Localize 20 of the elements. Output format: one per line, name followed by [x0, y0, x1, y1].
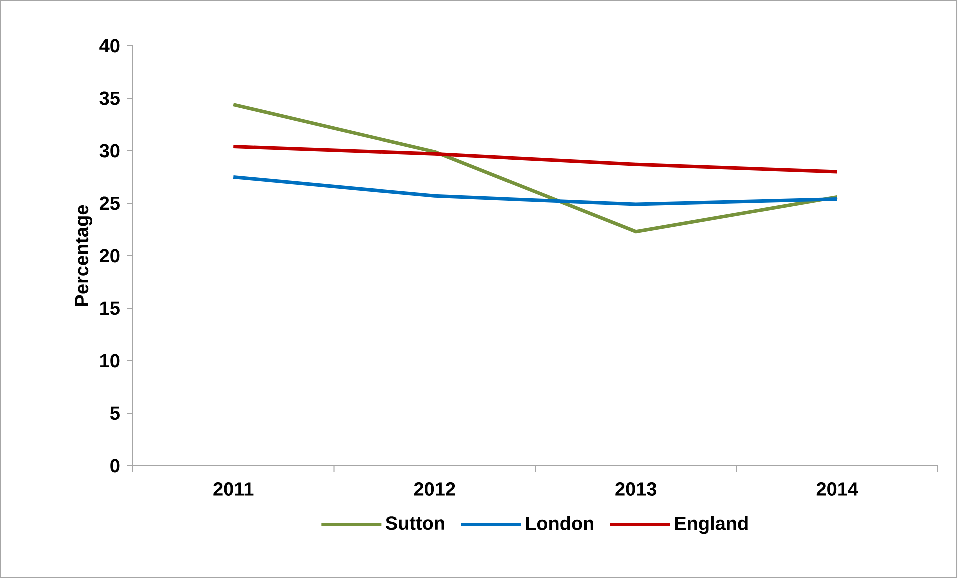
y-tick-label: 15 [100, 302, 120, 316]
x-tick-label: 2014 [816, 482, 858, 496]
y-axis-title: Percentage [75, 205, 92, 306]
y-tick-label: 5 [110, 406, 120, 420]
line-series [232, 176, 840, 206]
y-tick-label: 20 [100, 249, 120, 263]
line-series [232, 103, 840, 234]
y-tick-label: 40 [100, 39, 120, 53]
legend-label: England [675, 516, 748, 534]
y-tick-label: 0 [110, 459, 120, 473]
y-tick-label: 35 [100, 92, 120, 106]
x-tick-label: 2011 [214, 482, 254, 496]
legend-label: London [526, 516, 594, 530]
y-tick-label: 30 [100, 144, 120, 158]
line-series [232, 145, 840, 174]
x-tick-label: 2012 [414, 482, 456, 496]
x-tick-label: 2013 [616, 482, 657, 496]
y-tick-label: 25 [100, 196, 120, 210]
y-tick-label: 10 [100, 354, 120, 368]
legend-label: Sutton [386, 516, 444, 530]
